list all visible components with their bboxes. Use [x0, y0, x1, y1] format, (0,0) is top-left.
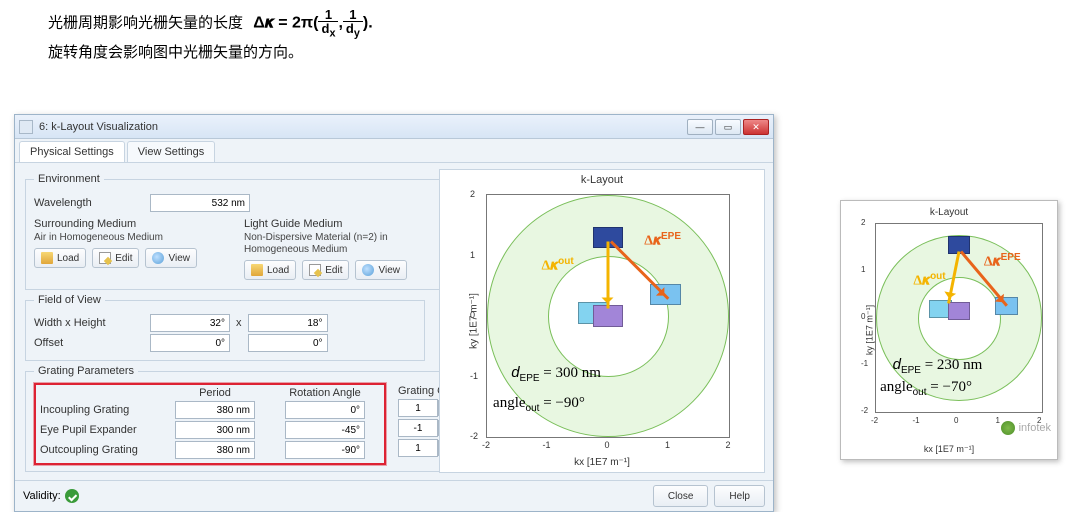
k-layout-chart-compare: k-Layout ky [1E7 m⁻¹] kx [1E7 m⁻¹] Δ𝜿out… [840, 200, 1058, 460]
gp-period-input[interactable] [175, 441, 255, 459]
wechat-icon [1001, 421, 1015, 435]
fov-wh-label: Width x Height [34, 317, 144, 329]
gp-rotation-input[interactable] [285, 441, 365, 459]
chart2-ylabel: ky [1E7 m⁻¹] [865, 305, 876, 355]
titlebar[interactable]: 6: k-Layout Visualization — ▭ ✕ [15, 115, 773, 139]
wavelength-input[interactable] [150, 194, 250, 212]
intro-text: 光栅周期影响光栅矢量的长度 Δ𝜿 = 2π(1dx,1dy). 旋转角度会影响图… [48, 8, 373, 67]
window-icon [19, 120, 33, 134]
grating-vector-formula: Δ𝜿 = 2π(1dx,1dy). [253, 8, 373, 39]
validity-ok-icon [65, 489, 79, 503]
fov-offset-x-input[interactable] [150, 334, 230, 352]
wavelength-label: Wavelength [34, 197, 144, 209]
lightguide-edit-button[interactable]: Edit [302, 260, 349, 280]
fov-width-input[interactable] [150, 314, 230, 332]
gp-row-name: Incoupling Grating [40, 404, 160, 416]
chart2-title: k-Layout [841, 207, 1057, 218]
gp-row-name: Eye Pupil Expander [40, 424, 160, 436]
gp-col-period: Period [160, 387, 270, 399]
lightguide-view-button[interactable]: View [355, 260, 407, 280]
magnifier-icon [152, 252, 164, 264]
fov-height-input[interactable] [248, 314, 328, 332]
fov-offset-label: Offset [34, 337, 144, 349]
chart-title: k-Layout [440, 174, 764, 186]
close-window-button[interactable]: ✕ [743, 119, 769, 135]
minimize-button[interactable]: — [687, 119, 713, 135]
intro-line2: 旋转角度会影响图中光栅矢量的方向。 [48, 39, 373, 67]
tab-view-settings[interactable]: View Settings [127, 141, 215, 162]
surrounding-medium-text: Air in Homogeneous Medium [34, 232, 224, 244]
chart2-xlabel: kx [1E7 m⁻¹] [841, 444, 1057, 455]
environment-section: Environment Wavelength Surrounding Mediu… [25, 173, 443, 290]
gp-period-input[interactable] [175, 421, 255, 439]
fov-section: Field of View Width x Height x Offset x [25, 294, 425, 361]
grating-parameters-section: Grating Parameters Period Rotation Angle… [25, 365, 477, 472]
surrounding-medium-header: Surrounding Medium [34, 218, 224, 230]
chart-xlabel: kx [1E7 m⁻¹] [440, 457, 764, 468]
grating-parameters-highlight: Period Rotation Angle Incoupling Grating… [34, 383, 386, 465]
k-vector-arrow [607, 242, 610, 309]
gp-rotation-input[interactable] [285, 421, 365, 439]
lightguide-medium-text: Non-Dispersive Material (n=2) in Homogen… [244, 232, 434, 256]
gp-row-name: Outcoupling Grating [40, 444, 160, 456]
lightguide-load-button[interactable]: Load [244, 260, 296, 280]
watermark: infotek [1001, 421, 1051, 435]
folder-icon [251, 264, 263, 276]
k-layout-dialog: 6: k-Layout Visualization — ▭ ✕ Physical… [14, 114, 774, 512]
environment-legend: Environment [34, 173, 104, 185]
fov-offset-y-input[interactable] [248, 334, 328, 352]
close-button[interactable]: Close [653, 485, 709, 507]
lightguide-medium-header: Light Guide Medium [244, 218, 434, 230]
fov-mid: x [236, 317, 242, 329]
surrounding-view-button[interactable]: View [145, 248, 197, 268]
gp-col-rotation: Rotation Angle [270, 387, 380, 399]
chart-ylabel: ky [1E7 m⁻¹] [468, 293, 479, 349]
window-title: 6: k-Layout Visualization [39, 121, 158, 133]
surrounding-edit-button[interactable]: Edit [92, 248, 139, 268]
gp-rotation-input[interactable] [285, 401, 365, 419]
surrounding-load-button[interactable]: Load [34, 248, 86, 268]
gp-legend: Grating Parameters [34, 365, 138, 377]
k-layout-chart: k-Layout ky [1E7 m⁻¹] kx [1E7 m⁻¹] Δ𝜿out… [439, 169, 765, 473]
validity-label: Validity: [23, 490, 61, 502]
folder-icon [41, 252, 53, 264]
magnifier-icon [362, 264, 374, 276]
gp-col-name [40, 387, 160, 399]
fov-legend: Field of View [34, 294, 105, 306]
intro-line1: 光栅周期影响光栅矢量的长度 [48, 14, 243, 31]
maximize-button[interactable]: ▭ [715, 119, 741, 135]
pencil-icon [99, 252, 111, 264]
gp-period-input[interactable] [175, 401, 255, 419]
pencil-icon [309, 264, 321, 276]
help-button[interactable]: Help [714, 485, 765, 507]
tab-physical-settings[interactable]: Physical Settings [19, 141, 125, 162]
